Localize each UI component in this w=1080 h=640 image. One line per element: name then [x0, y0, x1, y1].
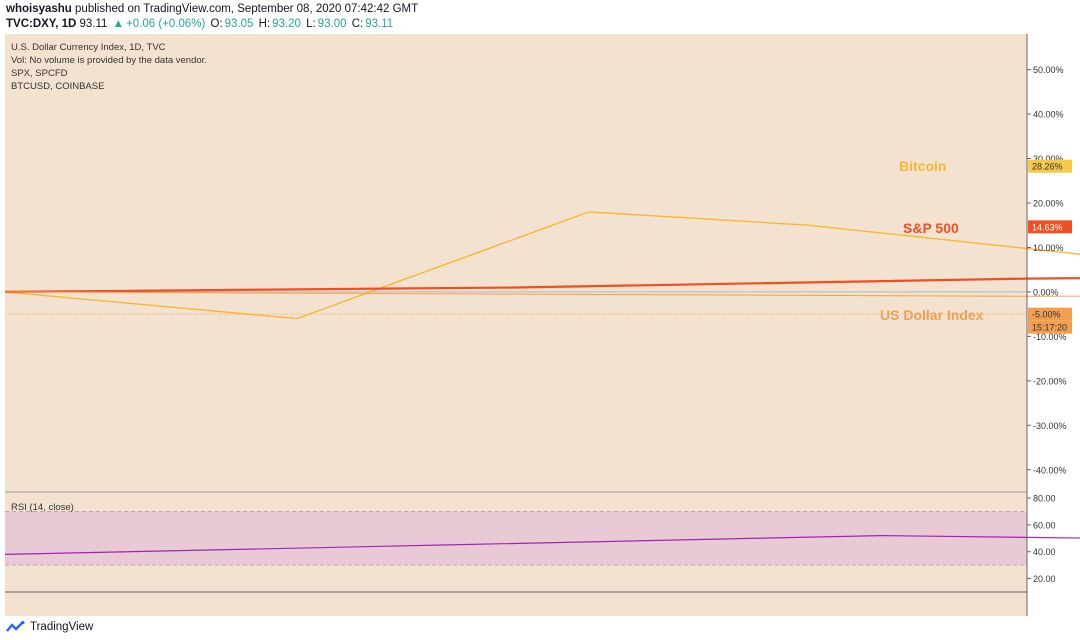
s-p-500-label: S&P 500	[903, 220, 959, 236]
rsi-tick-label: 20.00	[1033, 574, 1056, 584]
legend-line1: U.S. Dollar Currency Index, 1D, TVC	[11, 42, 166, 53]
price-tick-label: -20.00%	[1033, 376, 1067, 386]
dxy-price-badge: -5.00%	[1032, 310, 1061, 320]
high-label: H:	[258, 18, 271, 30]
open-value: 93.05	[224, 18, 254, 30]
price-tick-label: -30.00%	[1033, 421, 1067, 431]
sp500-price-badge-bg	[1028, 220, 1072, 234]
price-change: +0.06 (+0.06%)	[126, 18, 206, 30]
legend-line3: SPX, SPCFD	[11, 68, 68, 79]
us-dollar-index-label: US Dollar Index	[880, 307, 984, 323]
sp500-price-badge: 14.63%	[1032, 222, 1063, 232]
bitcoin-price-badge-bg	[1028, 159, 1072, 173]
close-label: C:	[351, 18, 364, 30]
close-value: 93.11	[365, 18, 394, 30]
footer-brand: TradingView	[30, 621, 94, 633]
chart-header: whoisyashu published on TradingView.com,…	[6, 2, 1076, 32]
rsi-tick-label: 60.00	[1033, 520, 1056, 530]
price-tick-label: 50.00%	[1033, 65, 1064, 75]
tradingview-footer[interactable]: TradingView	[6, 618, 93, 636]
legend-line4: BTCUSD, COINBASE	[11, 81, 104, 92]
dxy-time-badge: 15:17:20	[1032, 323, 1067, 333]
rsi-band	[5, 511, 1027, 566]
tradingview-logo-icon	[6, 621, 25, 632]
rsi-label: RSI (14, close)	[11, 502, 74, 513]
bitcoin-price-badge: 28.26%	[1032, 162, 1063, 172]
open-label: O:	[210, 18, 223, 30]
last-price: 93.11	[79, 18, 108, 30]
low-label: L:	[306, 18, 316, 30]
price-tick-label: 20.00%	[1033, 198, 1064, 208]
low-value: 93.00	[317, 18, 347, 30]
price-tick-label: -40.00%	[1033, 465, 1067, 475]
dxy-price-badge-bg	[1028, 307, 1072, 321]
high-value: 93.20	[272, 18, 301, 30]
rsi-tick-label: 80.00	[1033, 494, 1056, 504]
price-tick-label: 40.00%	[1033, 110, 1064, 120]
price-tick-label: 10.00%	[1033, 243, 1064, 253]
symbol-label: TVC:DXY, 1D	[6, 18, 77, 30]
dxy-time-badge-bg	[1028, 320, 1072, 334]
bitcoin-label: Bitcoin	[899, 158, 946, 174]
price-tick-label: 0.00%	[1033, 287, 1059, 297]
up-arrow-icon: ▲	[112, 18, 125, 30]
price-tick-label: -10.00%	[1033, 332, 1067, 342]
legend-line2: Vol: No volume is provided by the data v…	[11, 55, 207, 66]
publisher-name[interactable]: whoisyashu	[6, 3, 72, 15]
published-info: published on TradingView.com, September …	[75, 3, 419, 15]
price-tick-label: 30.00%	[1033, 154, 1064, 164]
rsi-tick-label: 40.00	[1033, 547, 1056, 557]
